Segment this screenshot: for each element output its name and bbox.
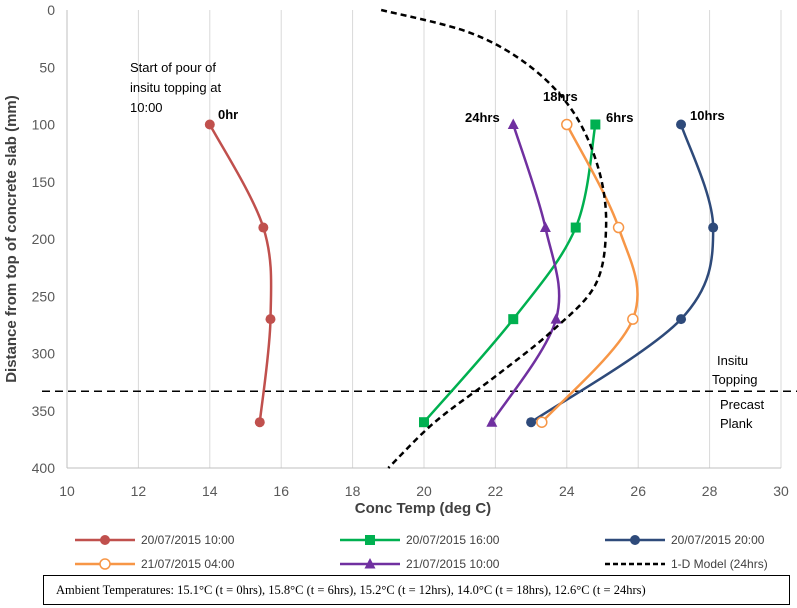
y-tick-label: 200 [32, 231, 56, 247]
series-label-2: 10hrs [690, 108, 725, 123]
series-4-point-3 [486, 416, 498, 427]
legend-marker-2 [630, 535, 640, 545]
series-label-3: 18hrs [543, 89, 578, 104]
series-2-point-3 [526, 417, 537, 428]
divider-label-below-2: Plank [720, 416, 753, 431]
legend-marker-1 [365, 535, 375, 545]
legend: 20/07/2015 10:00 20/07/2015 16:00 20/07/20… [75, 533, 768, 571]
y-tick-label: 100 [32, 117, 56, 133]
series-line-5 [380, 8, 608, 469]
x-tick-label: 26 [630, 483, 646, 499]
series-0-point-3 [254, 417, 265, 428]
series-0-point-1 [258, 222, 269, 233]
series-0-point-2 [265, 314, 276, 325]
series-label-1: 6hrs [606, 110, 633, 125]
legend-label-4: 21/07/2015 10:00 [406, 557, 500, 571]
series-line-1 [423, 124, 597, 424]
x-tick-label: 28 [702, 483, 718, 499]
series-line-2 [530, 124, 715, 424]
legend-marker-4 [364, 558, 376, 569]
start-annotation: Start of pour of insitu topping at 10:00 [130, 60, 221, 115]
x-tick-label: 22 [488, 483, 504, 499]
series-2-point-1 [708, 222, 719, 233]
x-tick-label: 24 [559, 483, 575, 499]
tick-labels: 10 12 14 16 18 20 22 24 26 28 30050100150200250300… [32, 2, 789, 499]
y-tick-label: 350 [32, 403, 56, 419]
series-2-point-0 [676, 119, 687, 130]
series-3-point-2 [627, 313, 639, 325]
x-tick-label: 20 [416, 483, 432, 499]
x-tick-label: 12 [131, 483, 147, 499]
x-axis-title: Conc Temp (deg C) [355, 500, 491, 517]
series-label-0: 0hr [218, 107, 238, 122]
legend-label-1: 20/07/2015 16:00 [406, 533, 500, 547]
series-1-point-2 [508, 314, 519, 325]
y-tick-label: 400 [32, 460, 56, 476]
series-line-4 [490, 124, 561, 423]
series-4-point-2 [550, 313, 562, 324]
series-1-point-1 [570, 222, 581, 233]
series-3-point-1 [612, 221, 625, 234]
annotation-line-1: Start of pour of [130, 60, 216, 75]
topping-plank-divider: Insitu Topping Precast Plank [42, 353, 797, 431]
annotation-line-3: 10:00 [130, 100, 163, 115]
series-line-3 [540, 123, 639, 424]
series-labels: 0hr 6hrs 10hrs 18hrs 24hrs [218, 89, 725, 125]
series-2-point-2 [676, 314, 687, 325]
divider-label-above-2: Topping [712, 372, 758, 387]
y-axis-title: Distance from top of concrete slab (mm) [3, 95, 20, 383]
series-line-0 [208, 123, 273, 423]
y-tick-label: 0 [47, 2, 55, 18]
series-4-point-0 [507, 118, 519, 129]
series-label-4: 24hrs [465, 110, 500, 125]
series-4-point-1 [539, 221, 551, 233]
axes [66, 10, 781, 469]
legend-label-3: 21/07/2015 04:00 [141, 557, 235, 571]
legend-label-5: 1-D Model (24hrs) [671, 557, 768, 571]
legend-label-2: 20/07/2015 20:00 [671, 533, 765, 547]
y-tick-label: 150 [32, 174, 56, 190]
y-tick-label: 50 [39, 59, 55, 75]
series-1-point-3 [419, 417, 429, 428]
x-tick-label: 16 [273, 483, 289, 499]
series-1-point-0 [590, 119, 601, 130]
x-tick-label: 18 [345, 483, 361, 499]
y-tick-label: 250 [32, 288, 56, 304]
x-tick-label: 30 [773, 483, 789, 499]
y-tick-label: 300 [32, 346, 56, 362]
divider-label-above-1: Insitu [717, 353, 748, 368]
divider-label-below-1: Precast [720, 397, 764, 412]
x-tick-label: 14 [202, 483, 218, 499]
series-group [204, 8, 719, 469]
legend-marker-3 [99, 558, 111, 570]
series-3-point-0 [561, 118, 573, 131]
legend-marker-0 [100, 535, 110, 545]
legend-label-0: 20/07/2015 10:00 [141, 533, 235, 547]
x-tick-label: 10 [59, 483, 75, 499]
annotation-line-2: insitu topping at [130, 80, 221, 95]
series-3-point-3 [536, 416, 548, 428]
series-0-point-0 [204, 119, 215, 130]
grid [137, 10, 782, 468]
ambient-temperatures-note: Ambient Temperatures: 15.1°C (t = 0hrs),… [43, 575, 790, 605]
